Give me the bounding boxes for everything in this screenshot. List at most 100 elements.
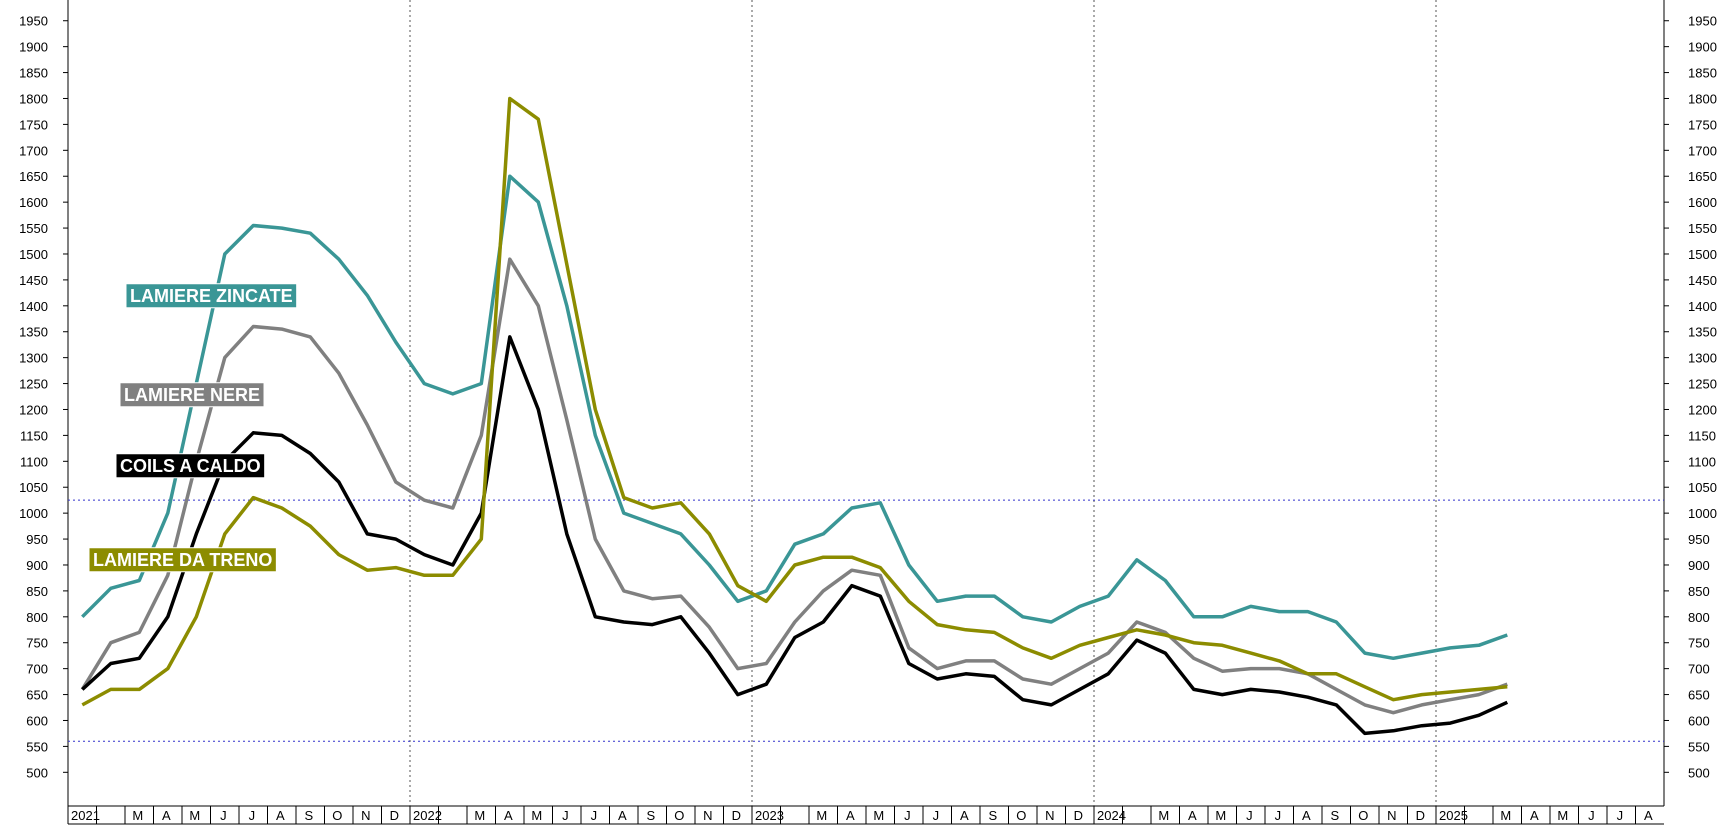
legend-label: LAMIERE DA TRENO <box>93 550 272 570</box>
x-tick-label: J <box>591 808 598 823</box>
y-tick-label: 1500 <box>19 247 48 262</box>
x-tick-label: A <box>960 808 969 823</box>
y-tick-label: 1300 <box>19 351 48 366</box>
x-tick-label: M <box>474 808 485 823</box>
y-tick-label: 1550 <box>1688 221 1717 236</box>
x-tick-label: J <box>562 808 569 823</box>
y-tick-label: 1400 <box>1688 299 1717 314</box>
y-tick-label: 1100 <box>20 454 48 469</box>
y-tick-label: 1250 <box>1688 377 1717 392</box>
y-tick-label: 1200 <box>1688 402 1717 417</box>
x-tick-label: 2023 <box>755 808 784 823</box>
y-tick-label: 1600 <box>19 195 48 210</box>
x-tick-label: J <box>1588 808 1595 823</box>
series-line <box>81 96 1508 707</box>
legend-box <box>125 283 298 309</box>
y-tick-label: 550 <box>26 739 48 754</box>
y-tick-label: 1350 <box>1688 325 1717 340</box>
y-tick-label: 1900 <box>19 40 48 55</box>
x-tick-label: A <box>1188 808 1197 823</box>
y-tick-label: 900 <box>26 558 48 573</box>
x-tick-label: A <box>276 808 285 823</box>
x-tick-label: S <box>304 808 313 823</box>
y-tick-label: 1850 <box>1688 66 1717 81</box>
x-tick-label: J <box>904 808 911 823</box>
y-tick-label: 800 <box>26 610 48 625</box>
y-tick-label: 750 <box>26 636 48 651</box>
y-tick-label: 650 <box>26 688 48 703</box>
y-tick-label: 1750 <box>1688 117 1717 132</box>
x-tick-label: J <box>933 808 940 823</box>
x-tick-label: S <box>988 808 997 823</box>
x-tick-label: M <box>1215 808 1226 823</box>
y-tick-label: 1800 <box>1688 91 1717 106</box>
y-tick-label: 1000 <box>1688 506 1717 521</box>
x-tick-label: 2021 <box>71 808 100 823</box>
y-tick-label: 1700 <box>19 143 48 158</box>
x-tick-label: 2025 <box>1439 808 1468 823</box>
y-tick-label: 1950 <box>1688 14 1717 29</box>
x-tick-label: J <box>1246 808 1253 823</box>
y-tick-label: 1700 <box>1688 143 1717 158</box>
y-tick-label: 950 <box>26 532 48 547</box>
x-tick-label: N <box>703 808 712 823</box>
y-tick-label: 500 <box>1688 765 1710 780</box>
y-tick-label: 1000 <box>19 506 48 521</box>
y-tick-label: 1250 <box>19 377 48 392</box>
legend-box <box>119 382 265 408</box>
x-tick-label: A <box>1302 808 1311 823</box>
series-line <box>80 257 1508 715</box>
legend-item: LAMIERE ZINCATE <box>125 283 298 309</box>
y-tick-label: 1850 <box>19 66 48 81</box>
legend-item: LAMIERE NERE <box>119 382 265 408</box>
x-tick-label: J <box>220 808 227 823</box>
y-tick-label: 1200 <box>19 402 48 417</box>
x-tick-label: M <box>816 808 827 823</box>
x-tick-label: O <box>1016 808 1026 823</box>
y-tick-label: 1300 <box>1688 351 1717 366</box>
legend-label: COILS A CALDO <box>120 456 261 476</box>
y-tick-label: 700 <box>1688 662 1710 677</box>
x-tick-label: J <box>249 808 256 823</box>
x-tick-label: M <box>189 808 200 823</box>
x-tick-label: D <box>390 808 399 823</box>
series-line <box>81 174 1508 661</box>
x-tick-label: 2022 <box>413 808 442 823</box>
x-tick-label: M <box>132 808 143 823</box>
x-tick-label: N <box>1045 808 1054 823</box>
x-tick-label: A <box>1644 808 1653 823</box>
legend-box <box>88 547 277 573</box>
x-tick-label: A <box>618 808 627 823</box>
y-tick-label: 1500 <box>1688 247 1717 262</box>
x-tick-label: J <box>1617 808 1624 823</box>
y-tick-label: 1550 <box>19 221 48 236</box>
x-tick-label: A <box>504 808 513 823</box>
y-tick-label: 800 <box>1688 610 1710 625</box>
y-tick-label: 700 <box>26 662 48 677</box>
y-tick-label: 750 <box>1688 636 1710 651</box>
y-tick-label: 1950 <box>19 14 48 29</box>
legend-item: LAMIERE DA TRENO <box>88 547 277 573</box>
y-tick-label: 1050 <box>19 480 48 495</box>
x-tick-label: M <box>1158 808 1169 823</box>
y-tick-label: 850 <box>26 584 48 599</box>
y-tick-label: 850 <box>1688 584 1710 599</box>
y-tick-label: 1150 <box>1688 428 1716 443</box>
y-tick-label: 950 <box>1688 532 1710 547</box>
x-tick-label: O <box>674 808 684 823</box>
x-tick-label: O <box>1358 808 1368 823</box>
x-tick-label: A <box>162 808 171 823</box>
y-tick-label: 1800 <box>19 91 48 106</box>
y-tick-label: 1900 <box>1688 40 1717 55</box>
y-tick-label: 1450 <box>19 273 48 288</box>
x-tick-label: S <box>1330 808 1339 823</box>
legend-item: COILS A CALDO <box>115 453 266 479</box>
x-tick-label: S <box>646 808 655 823</box>
y-tick-label: 550 <box>1688 739 1710 754</box>
x-tick-label: M <box>1557 808 1568 823</box>
y-tick-label: 1650 <box>1688 169 1717 184</box>
y-tick-label: 650 <box>1688 688 1710 703</box>
x-tick-label: D <box>1416 808 1425 823</box>
x-tick-label: O <box>332 808 342 823</box>
